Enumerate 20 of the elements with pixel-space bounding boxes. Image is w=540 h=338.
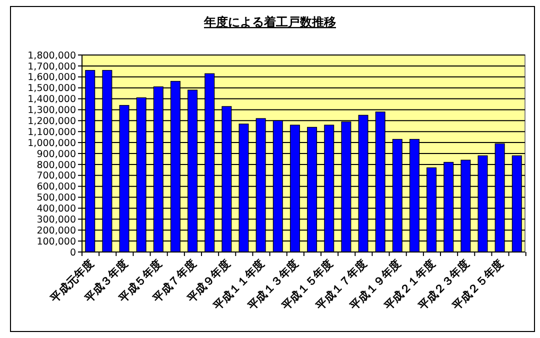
y-tick-label: 300,000: [36, 214, 76, 226]
y-tick-label: 200,000: [36, 225, 76, 236]
y-tick-label: 500,000: [36, 192, 76, 204]
y-tick-label: 700,000: [36, 170, 76, 182]
y-tick-label: 0: [70, 247, 76, 258]
y-tick-label: 900,000: [36, 148, 76, 160]
y-tick-label: 600,000: [36, 182, 76, 193]
y-tick-label: 1,600,000: [28, 72, 76, 84]
y-tick-label: 1,400,000: [28, 94, 76, 106]
y-tick-label: 100,000: [36, 236, 76, 248]
chart-title: 年度による着工戸数推移: [203, 15, 336, 29]
y-tick-label: 1,500,000: [28, 83, 76, 94]
y-tick-label: 800,000: [36, 160, 76, 171]
y-tick-label: 1,100,000: [28, 126, 76, 138]
y-tick-label: 1,000,000: [28, 138, 76, 149]
y-tick-label: 1,800,000: [28, 50, 76, 62]
y-tick-label: 1,300,000: [28, 105, 76, 116]
y-tick-label: 400,000: [36, 204, 76, 215]
y-tick-label: 1,200,000: [28, 116, 76, 127]
y-tick-label: 1,700,000: [28, 61, 76, 72]
